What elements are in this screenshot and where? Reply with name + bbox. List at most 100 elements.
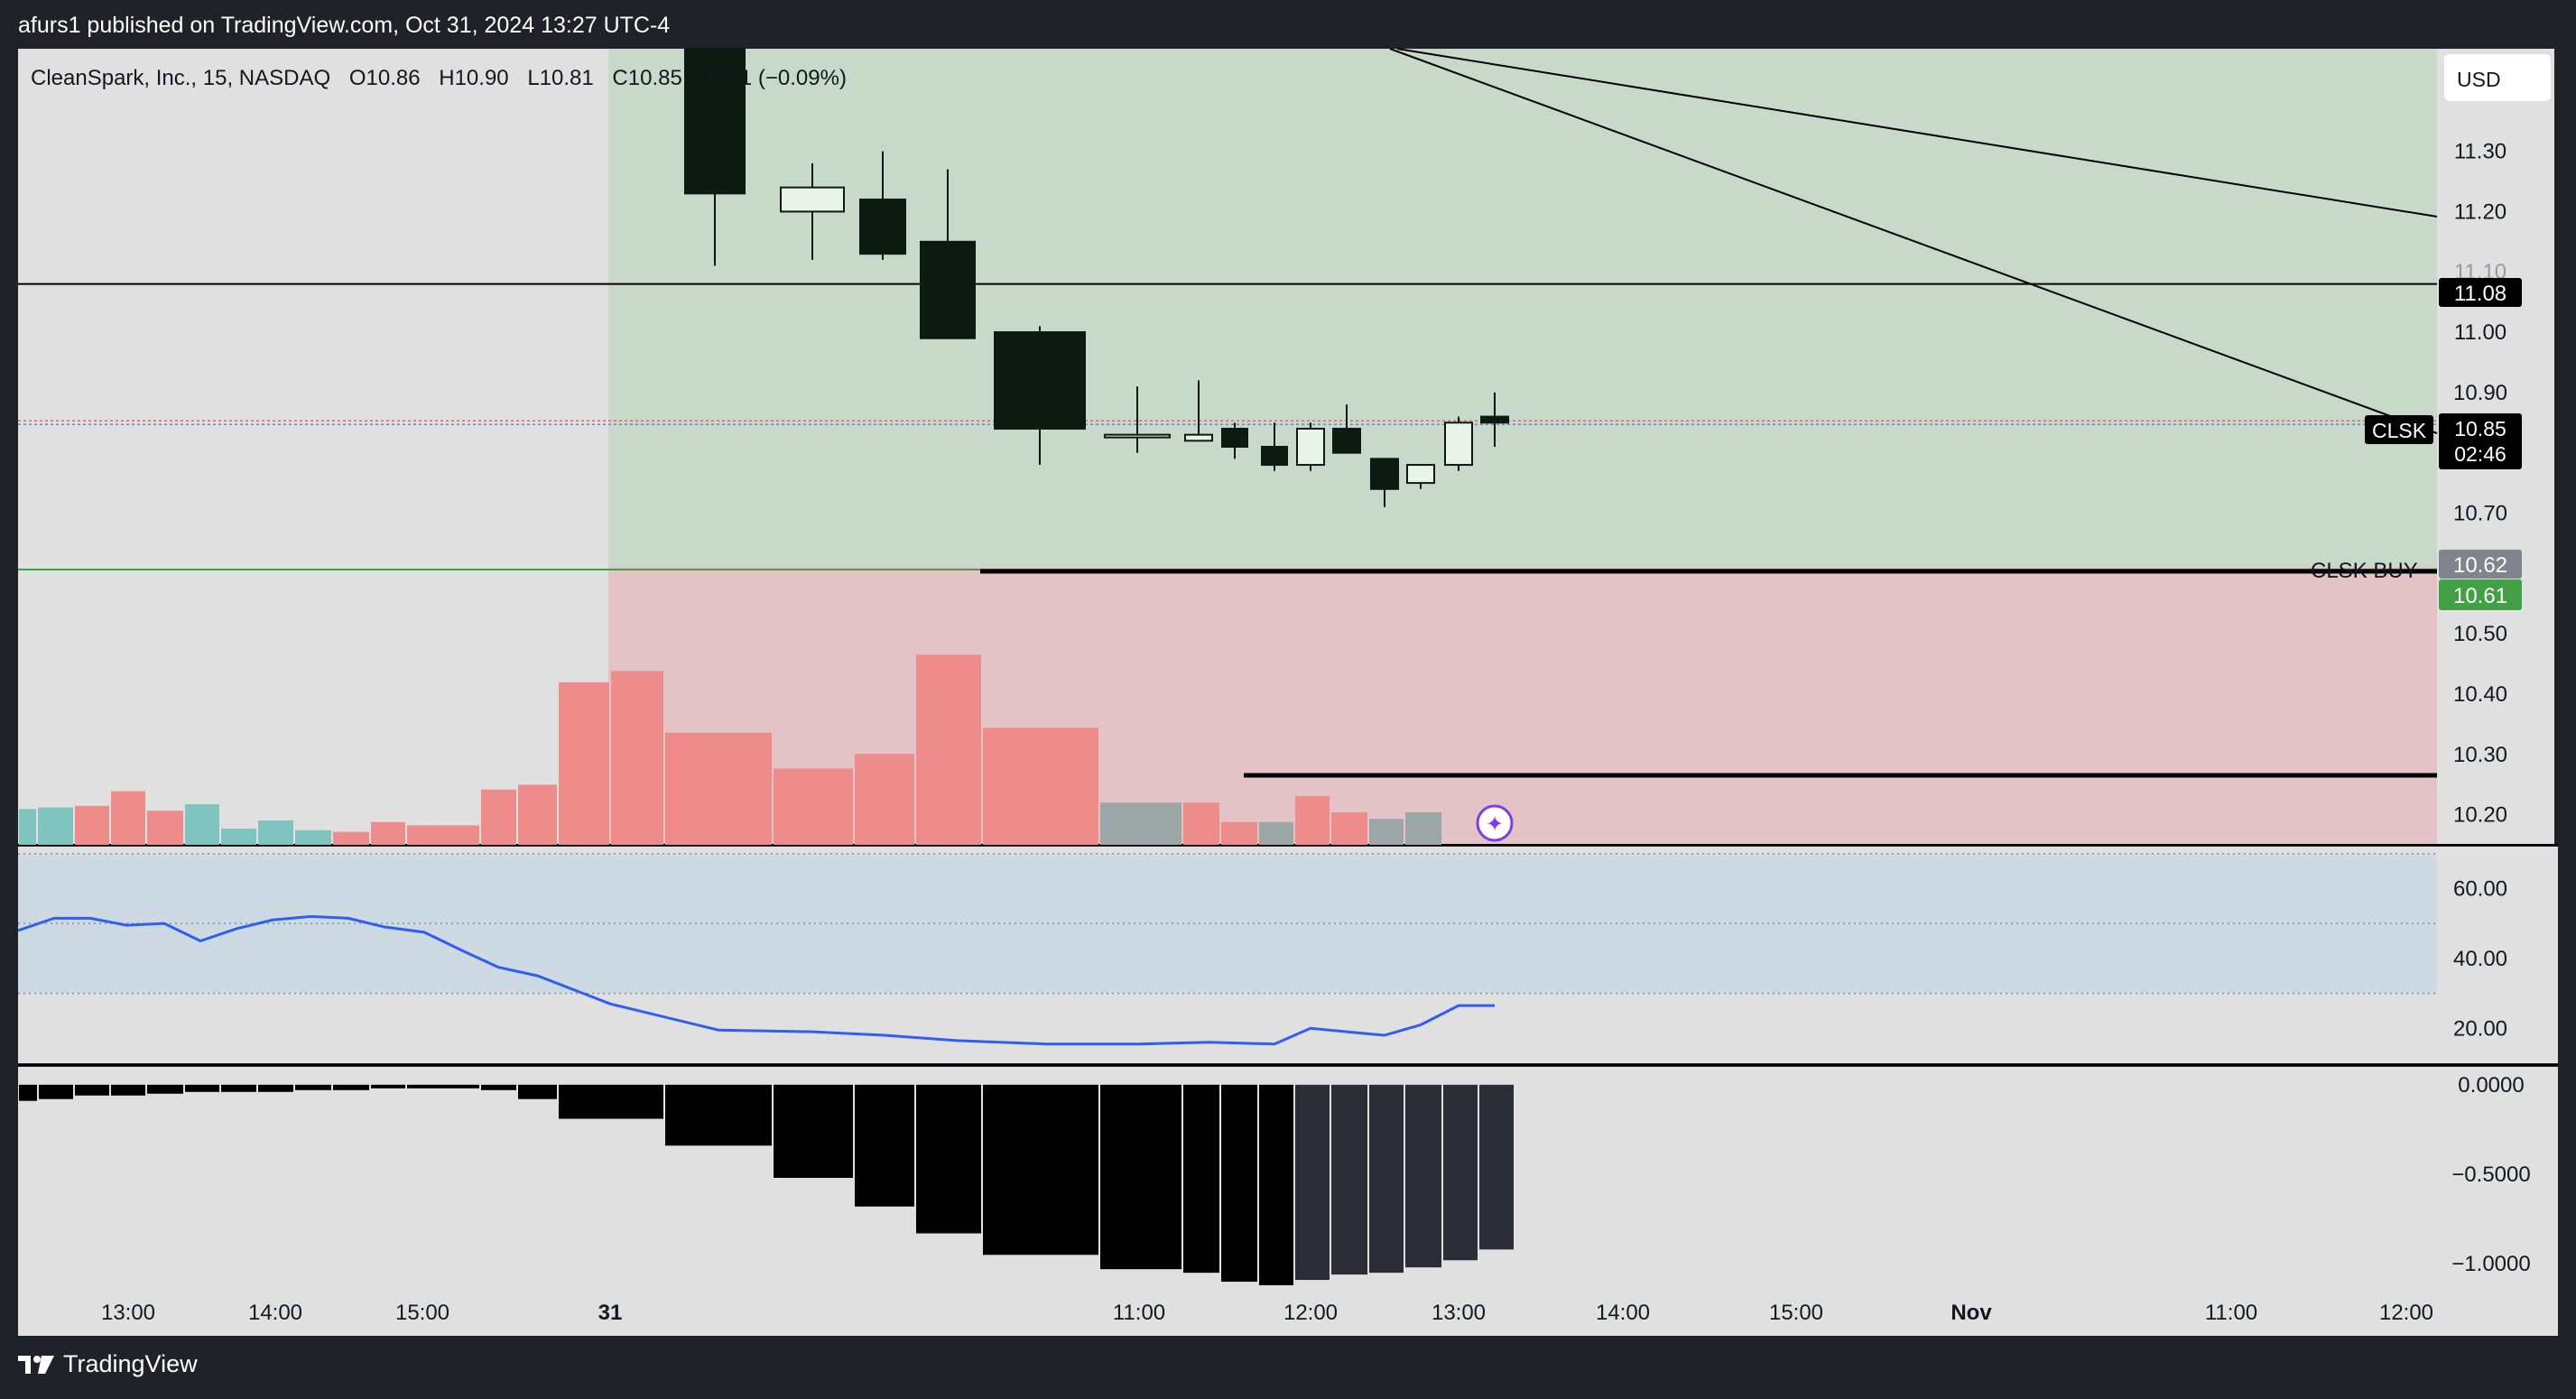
footer: TradingView	[18, 1350, 198, 1378]
volume-bar	[111, 791, 145, 845]
price-tick-label: 10.70	[2453, 502, 2507, 526]
trade-label: CLSK BUY	[2311, 559, 2418, 583]
time-tick-label: 12:00	[1283, 1301, 1338, 1325]
candle-body	[1480, 415, 1509, 424]
candle-body	[994, 331, 1086, 430]
histogram-bar	[559, 1084, 663, 1119]
rsi-tick-label: 40.00	[2453, 947, 2507, 971]
svg-text:11.08: 11.08	[2454, 282, 2507, 306]
price-axis-ticks: 11.3011.2011.1011.0010.9010.7010.5010.40…	[2451, 140, 2530, 1277]
hist-tick-label: −0.5000	[2451, 1163, 2530, 1187]
histogram-bar	[295, 1084, 331, 1090]
alert-marker-icon[interactable]	[1476, 804, 1514, 842]
currency-button-box[interactable]	[2444, 54, 2551, 101]
histogram-bar	[1295, 1084, 1330, 1281]
candle-body	[780, 186, 845, 213]
candle-body	[1261, 446, 1288, 467]
price-tick-label: 11.30	[2454, 140, 2507, 164]
volume-bar	[185, 804, 219, 845]
histogram-bar	[1259, 1084, 1293, 1286]
horizontal-levels	[18, 283, 2437, 778]
time-tick-label: 14:00	[248, 1301, 302, 1325]
histogram-bar	[111, 1084, 145, 1096]
histogram-bar	[916, 1084, 981, 1234]
time-tick-label: Nov	[1951, 1301, 1992, 1325]
profit-zone	[608, 49, 2437, 567]
entry-label: 10.62	[2439, 550, 2522, 579]
histogram-bar	[1443, 1084, 1478, 1261]
histogram-bar	[855, 1084, 914, 1207]
time-axis-background	[18, 1287, 2558, 1336]
candle-body	[1406, 464, 1435, 485]
candle-body	[684, 48, 746, 195]
histogram-bar	[75, 1084, 109, 1096]
histogram-bar	[983, 1084, 1098, 1255]
rsi-indicator	[17, 852, 2437, 1046]
volume-bar	[1295, 796, 1330, 845]
volume-bar	[518, 784, 557, 845]
price-tick-label: 10.40	[2453, 682, 2507, 707]
level-label-1108: 11.08	[2439, 278, 2522, 307]
candle-body	[1221, 427, 1248, 449]
volume-bar	[19, 809, 36, 845]
price-tick-label: 10.30	[2453, 743, 2507, 767]
svg-text:CLSK: CLSK	[2372, 419, 2427, 442]
rsi-tick-label: 20.00	[2453, 1016, 2507, 1041]
histogram-bar	[1369, 1084, 1404, 1274]
countdown: 02:46	[2454, 442, 2507, 466]
volume-bar	[371, 821, 405, 845]
price-tick-label: 10.90	[2453, 381, 2507, 405]
histogram-bar	[19, 1084, 37, 1101]
time-tick-label: 13:00	[101, 1301, 155, 1325]
legend-low-label: L	[527, 66, 539, 90]
histogram-bars	[19, 1084, 1514, 1286]
currency-button[interactable]: USD	[2457, 68, 2501, 91]
candle-body	[920, 240, 976, 339]
candle-body	[1444, 422, 1473, 467]
volume-bar	[559, 682, 609, 845]
volume-bar	[481, 789, 516, 845]
rsi-tick-label: 60.00	[2453, 876, 2507, 901]
published-caption: afurs1 published on TradingView.com, Oct…	[18, 13, 671, 38]
rsi-line	[17, 914, 1495, 1046]
legend-high: 10.90	[455, 66, 509, 90]
volume-bar	[295, 829, 331, 845]
time-axis-ticks: 13:00 14:00 15:00 31 11:00 12:00 13:00 14:00 15:…	[101, 1301, 2433, 1325]
histogram-bar	[774, 1084, 853, 1178]
volume-bar	[611, 671, 663, 845]
trendlines	[1389, 48, 2438, 434]
candle-body	[1370, 458, 1399, 490]
time-tick-label: 11:00	[2205, 1301, 2257, 1325]
candle-body	[1332, 427, 1361, 454]
volume-bars	[19, 654, 1441, 845]
price-tick-label: 11.00	[2454, 320, 2507, 345]
symbol-tag: CLSK	[2365, 415, 2433, 444]
volume-bar	[1221, 821, 1257, 845]
svg-text:10.62: 10.62	[2453, 553, 2507, 578]
svg-text:10.61: 10.61	[2453, 584, 2507, 608]
time-tick-label: 12:00	[2379, 1301, 2433, 1325]
candle-body	[1104, 433, 1171, 439]
volume-bar	[333, 831, 369, 845]
volume-bar	[774, 768, 853, 845]
volume-bar	[1405, 812, 1441, 845]
tradingview-logo-icon	[18, 1355, 54, 1374]
histogram-bar	[665, 1084, 772, 1146]
legend-symbol: CleanSpark, Inc., 15, NASDAQ	[31, 66, 330, 90]
time-tick-label: 15:00	[1769, 1301, 1823, 1325]
hist-tick-label: −1.0000	[2451, 1252, 2530, 1276]
legend-open: 10.86	[366, 66, 421, 90]
trendline-lower	[1389, 48, 2438, 434]
volume-bar	[258, 820, 293, 845]
histogram-bar	[333, 1084, 369, 1090]
histogram-bar	[1221, 1084, 1257, 1283]
histogram-bar	[258, 1084, 293, 1092]
histogram-bar	[407, 1084, 479, 1089]
candle-body	[1184, 433, 1213, 442]
price-tick-label: 11.20	[2454, 199, 2507, 224]
histogram-bar	[1331, 1084, 1367, 1275]
histogram-bar	[1479, 1084, 1514, 1250]
histogram-bar	[518, 1084, 557, 1099]
